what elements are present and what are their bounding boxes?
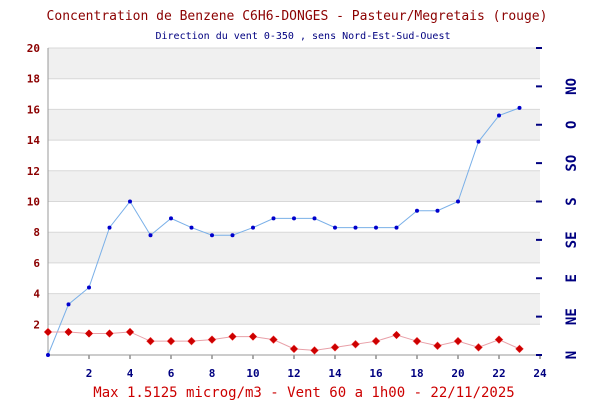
y-tick-label: 6 <box>33 257 40 270</box>
wind-direction-label: NE <box>564 308 580 325</box>
x-tick-labels: 2 4 6 8 10 12 14 16 18 20 22 24 <box>86 367 547 380</box>
wind-direction-label: O <box>564 121 580 129</box>
axes <box>47 48 541 359</box>
x-tick-label: 14 <box>328 367 342 380</box>
right-axis-ticks <box>536 47 542 356</box>
wind-direction-labels: N NE E SE S SO O NO <box>564 78 580 359</box>
wind-direction-label: NO <box>564 78 580 95</box>
y-tick-label: 16 <box>27 103 41 116</box>
data-point <box>43 327 53 337</box>
data-point <box>107 225 112 230</box>
data-point <box>392 330 401 340</box>
x-tick-label: 24 <box>533 367 547 380</box>
data-point <box>494 335 504 345</box>
data-point <box>497 113 501 118</box>
x-tick-label: 10 <box>246 367 259 380</box>
x-tick-label: 20 <box>451 367 464 380</box>
data-point <box>64 327 73 337</box>
data-point <box>517 105 522 110</box>
data-point <box>248 332 258 341</box>
data-point <box>515 344 524 354</box>
gridlines <box>48 47 540 325</box>
plot-band <box>48 170 540 202</box>
y-tick-labels: 2 4 6 8 10 12 14 16 18 20 <box>27 42 41 331</box>
y-tick-label: 4 <box>33 288 40 301</box>
plot-band <box>48 109 540 141</box>
data-point <box>189 225 194 230</box>
y-tick-label: 18 <box>27 73 40 86</box>
data-point <box>128 199 132 204</box>
chart-footer: Max 1.5125 microg/m3 - Vent 60 a 1h00 - … <box>93 385 514 400</box>
wind-direction-label: SO <box>564 155 580 172</box>
data-point <box>353 225 358 230</box>
data-point <box>187 336 196 346</box>
data-point <box>456 199 460 204</box>
data-point <box>333 225 337 230</box>
y-tick-label: 14 <box>27 134 41 147</box>
chart-subtitle: Direction du vent 0-350 , sens Nord-Est-… <box>155 31 450 42</box>
data-point <box>148 233 153 238</box>
data-point <box>412 336 422 346</box>
wind-direction-label: SE <box>564 231 580 248</box>
data-point <box>228 332 237 341</box>
plot-band <box>48 293 540 325</box>
data-point <box>310 346 319 355</box>
data-point <box>292 216 296 221</box>
data-point <box>210 233 214 238</box>
series-line <box>47 107 520 356</box>
data-point <box>312 216 317 221</box>
data-point <box>271 216 276 221</box>
wind-direction-label: E <box>564 274 580 282</box>
data-point <box>394 225 399 230</box>
plot-band <box>48 78 540 110</box>
data-point <box>330 342 340 352</box>
data-point <box>453 336 463 346</box>
y-tick-label: 10 <box>27 196 40 209</box>
data-point <box>433 341 442 351</box>
x-tick-label: 6 <box>168 367 175 380</box>
data-point <box>125 327 135 337</box>
y-tick-label: 8 <box>33 226 40 239</box>
data-point <box>435 208 440 213</box>
wind-direction-label: S <box>564 197 580 205</box>
wind-direction-label: N <box>564 351 580 359</box>
x-tick-label: 12 <box>287 367 300 380</box>
x-tick-label: 16 <box>369 367 383 380</box>
y-tick-label: 20 <box>27 42 40 55</box>
data-point <box>415 208 419 213</box>
y-tick-label: 12 <box>27 165 40 178</box>
data-point <box>269 335 278 345</box>
x-tick-label: 2 <box>86 367 93 380</box>
y-tick-label: 2 <box>33 318 40 331</box>
data-point <box>351 339 360 349</box>
data-point <box>207 335 217 345</box>
chart-title: Concentration de Benzene C6H6-DONGES - P… <box>47 9 548 24</box>
data-point <box>476 139 481 144</box>
data-point <box>84 329 94 338</box>
plot-band <box>48 232 540 263</box>
x-tick-label: 22 <box>492 367 505 380</box>
data-point <box>289 344 299 354</box>
data-point <box>169 216 173 221</box>
data-point <box>251 225 255 230</box>
data-point <box>474 342 483 352</box>
data-point <box>374 225 378 230</box>
x-tick-label: 18 <box>410 367 423 380</box>
data-point <box>146 336 155 346</box>
data-point <box>230 233 235 238</box>
data-point <box>166 336 176 346</box>
data-point <box>46 353 50 357</box>
data-point <box>371 336 381 346</box>
data-point <box>66 302 71 307</box>
x-tick-label: 8 <box>209 367 216 380</box>
data-point <box>87 285 91 290</box>
plot-band <box>48 48 540 79</box>
data-series <box>43 105 524 357</box>
plot-band <box>48 140 540 171</box>
plot-band <box>48 262 540 294</box>
data-point <box>105 329 114 338</box>
x-tick-label: 4 <box>127 367 134 380</box>
